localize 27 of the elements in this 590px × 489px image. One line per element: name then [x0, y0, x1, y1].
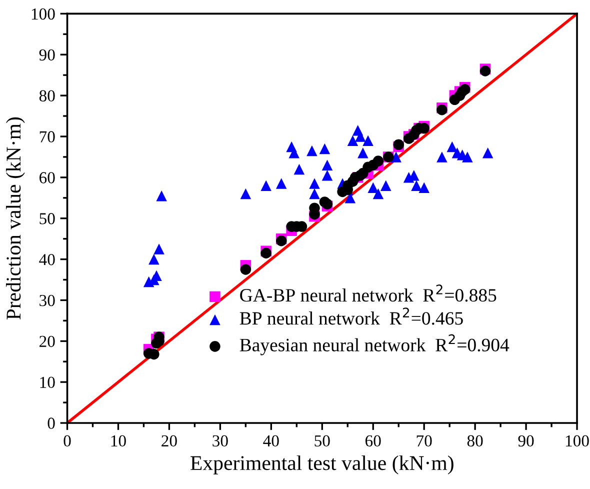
y-axis-title: Prediction value (kN·m): [6, 117, 25, 320]
x-tick-label: 40: [263, 435, 279, 447]
x-tick-label: 90: [518, 435, 534, 447]
y-tick-label: 70: [40, 131, 55, 142]
y-tick-label: 50: [40, 213, 55, 224]
y-tick-label: 80: [39, 90, 55, 102]
x-tick-label: 100: [566, 435, 589, 447]
y-tick-label: 40: [39, 254, 55, 266]
x-tick-label: 10: [111, 435, 126, 447]
legend-label: GA-BP neural network R$^{2}$=0.885: [240, 284, 496, 302]
y-tick-label: 20: [40, 336, 55, 348]
y-tick-label: 100: [32, 8, 55, 20]
x-axis-title: Experimental test value (kN·m): [190, 455, 454, 474]
legend-label: Bayesian neural network R$^{2}$=0.904: [240, 334, 510, 356]
y-tick-label: 90: [39, 49, 55, 61]
x-tick-label: 0: [64, 435, 71, 447]
x-tick-label: 80: [467, 435, 483, 447]
x-tick-label: 20: [162, 435, 177, 447]
legend-label: BP neural network R$^{2}$=0.465: [240, 308, 463, 325]
y-tick-label: 30: [40, 294, 55, 306]
x-tick-label: 50: [314, 435, 330, 447]
y-tick-label: 0: [48, 418, 55, 429]
y-tick-label: 10: [40, 376, 55, 388]
y-tick-label: 60: [40, 172, 55, 184]
x-tick-label: 70: [416, 435, 432, 447]
x-tick-label: 60: [366, 435, 381, 447]
x-tick-label: 30: [212, 435, 228, 447]
